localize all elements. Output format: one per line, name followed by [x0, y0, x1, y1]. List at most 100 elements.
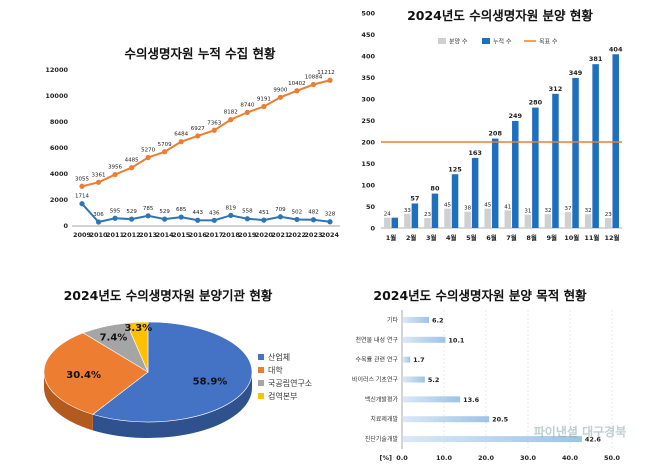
chart1-point — [327, 219, 333, 225]
chart2-bar-cumulative — [532, 107, 539, 228]
chart1-data-label: 11212 — [317, 70, 335, 76]
chart1-y-tick: 8000 — [50, 118, 69, 126]
chart2-y-tick: 350 — [361, 74, 375, 82]
chart1-data-label: 306 — [93, 212, 104, 218]
chart2-label-monthly: 32 — [544, 208, 551, 214]
chart2-label-monthly: 33 — [404, 208, 411, 214]
chart4-category-label: 치료제개발 — [370, 415, 398, 423]
chart2-y-tick: 400 — [361, 53, 375, 61]
chart1-data-label: 5709 — [158, 142, 172, 148]
chart4-bar — [403, 416, 490, 423]
chart2-y-tick: 500 — [361, 10, 375, 18]
chart1-data-label: 3055 — [75, 176, 89, 182]
chart2-bar-cumulative — [391, 217, 399, 228]
chart1-y-tick: 10000 — [45, 92, 68, 100]
chart1-point — [294, 88, 300, 94]
chart2-bar-monthly — [564, 212, 572, 228]
chart4-x-tick: 40.0 — [562, 454, 579, 462]
chart2-label-cumulative: 80 — [430, 185, 440, 193]
chart1-x-tick: 2018 — [222, 231, 241, 239]
chart1-x-tick: 2024 — [321, 231, 340, 239]
chart1-data-label: 6484 — [174, 132, 188, 138]
chart2-bar-monthly — [484, 208, 491, 228]
chart2-y-tick: 100 — [361, 182, 375, 190]
chart2-x-tick: 5월 — [466, 233, 477, 242]
chart4-value-label: 20.5 — [492, 416, 509, 424]
watermark: 파이낸셜 대구경북 — [534, 424, 627, 439]
chart2-title: 2024년도 수의생명자원 분양 현황 — [407, 8, 593, 23]
chart2-bar-monthly — [404, 213, 411, 228]
chart1-data-label: 709 — [275, 207, 286, 213]
chart2-label-cumulative: 125 — [448, 165, 462, 173]
chart2-axes: 0 50 100 150 200 250 300 350 400 450 500 1월 2월 3월 4월 5월… — [361, 10, 622, 242]
chart1-point — [195, 217, 201, 223]
chart2-x-tick: 7월 — [506, 233, 517, 242]
chart4-x-tick: 30.0 — [520, 454, 537, 462]
chart2-y-tick: 300 — [361, 96, 375, 104]
chart2-label-cumulative: 280 — [529, 99, 543, 107]
chart2-bar-cumulative — [451, 174, 459, 228]
chart2-bar-monthly — [384, 217, 391, 228]
chart2-label-cumulative: 312 — [549, 85, 563, 93]
chart2-bar-monthly — [444, 208, 451, 228]
chart1-y-tick: 6000 — [50, 144, 69, 152]
chart3-legend-swatch — [258, 367, 264, 373]
chart1-x-tick: 2016 — [189, 231, 208, 239]
chart1-point — [310, 81, 317, 88]
chart1-x-tick: 2014 — [156, 231, 175, 239]
chart3-legend-swatch — [258, 380, 264, 386]
chart4-category-label: 진단기술개발 — [365, 435, 399, 443]
chart3-legend-swatch — [258, 354, 264, 360]
chart2-bar-cumulative — [512, 120, 519, 228]
chart1-point — [178, 139, 184, 145]
chart2-x-tick: 11월 — [584, 233, 599, 242]
chart1-point — [129, 216, 135, 222]
chart2-bar-cumulative — [411, 203, 419, 228]
chart1-point — [294, 216, 300, 223]
chart1-data-label: 785 — [143, 206, 154, 212]
chart1-data-label: 558 — [242, 209, 253, 215]
chart2-y-tick: 200 — [361, 139, 375, 147]
chart2-x-tick: 4월 — [446, 233, 457, 242]
chart2-bar-cumulative — [572, 77, 579, 229]
chart3-legend-swatch — [258, 393, 264, 399]
chart4-x-tick: 20.0 — [478, 454, 495, 462]
chart4-category-label: 기타 — [387, 316, 399, 324]
chart1-y-tick: 12000 — [45, 66, 68, 74]
chart4-bar — [403, 336, 446, 343]
chart1-point — [79, 201, 85, 207]
chart1-x-tick: 2011 — [106, 231, 125, 239]
chart1-data-label: 3361 — [92, 172, 106, 178]
chart1-point — [327, 77, 333, 83]
chart2-label-cumulative: 249 — [509, 112, 523, 120]
chart1-point — [178, 214, 184, 220]
chart4-value-label: 6.2 — [432, 316, 444, 324]
chart2-bar-monthly — [424, 218, 431, 228]
chart2-x-tick: 12월 — [604, 233, 619, 242]
chart1-data-label: 529 — [159, 209, 170, 215]
chart2-bar-monthly — [584, 214, 592, 228]
chart1-point — [261, 103, 267, 110]
chart1-y-tick: 4000 — [50, 170, 69, 178]
chart1-point — [129, 165, 135, 171]
chart3-slice-label: 3.3% — [124, 323, 152, 334]
chart1-point — [277, 214, 283, 220]
chart2-label-monthly: 31 — [524, 209, 531, 215]
chart2-x-tick: 1월 — [386, 233, 397, 242]
chart2-x-tick: 8월 — [526, 233, 537, 242]
chart1-series: 3055336139564485527057096484692773638182… — [75, 70, 336, 225]
chart4-category-label: 바이러스 기초연구 — [352, 376, 399, 384]
chart1-data-label: 685 — [176, 207, 187, 213]
chart1-data-label: 6927 — [191, 126, 205, 132]
chart1-x-tick: 2009 — [73, 231, 92, 239]
chart1-data-label: 4485 — [125, 158, 139, 164]
chart2-bar-cumulative — [431, 193, 439, 228]
chart3-legend-label: 검역본부 — [268, 391, 297, 401]
chart4-x-label: [%] — [380, 454, 392, 462]
chart1-axes: 0200040006000800010000120002009201020112… — [45, 66, 340, 239]
chart1-point — [244, 216, 250, 222]
chart4-value-label: 42.6 — [585, 436, 602, 444]
chart4-title: 2024년도 수의생명자원 분양 목적 현황 — [373, 288, 587, 303]
chart4-x-tick: 0.0 — [396, 454, 408, 462]
